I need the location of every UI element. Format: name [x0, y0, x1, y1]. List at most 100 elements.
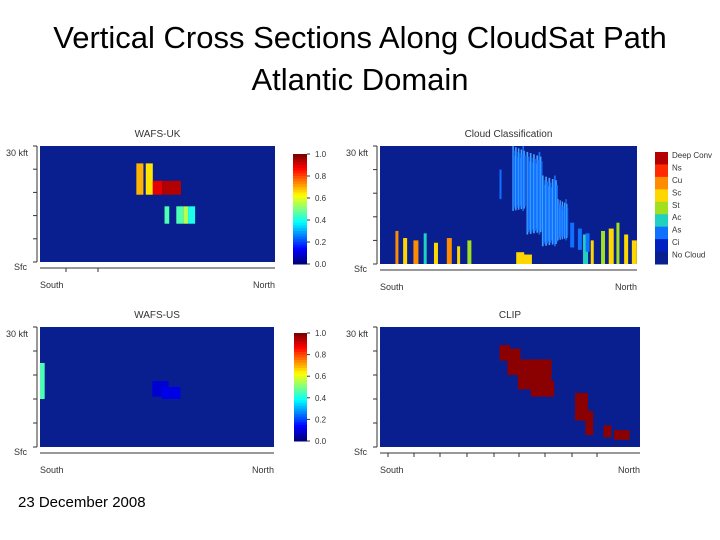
cloud-cell	[528, 161, 531, 230]
legend-label: Ac	[672, 213, 681, 222]
data-cell	[145, 163, 153, 195]
cloud-cell	[519, 157, 522, 205]
colorbar-label: 1.0	[315, 329, 327, 338]
colorbar-label: 0.6	[315, 194, 327, 203]
y-top-label: 30 kft	[346, 329, 369, 339]
cloud-cell	[539, 156, 542, 233]
colorbar-step	[293, 167, 307, 171]
cloud-cell	[558, 203, 560, 239]
colorbar-step	[293, 206, 307, 210]
cloud-cell	[518, 153, 521, 208]
colorbar-step	[293, 225, 307, 229]
cloud-cell	[583, 234, 589, 264]
colorbar-step	[293, 181, 307, 185]
colorbar-step	[293, 236, 307, 240]
legend-swatch	[655, 239, 668, 253]
colorbar-step	[294, 384, 307, 388]
cloud-cell	[549, 182, 552, 243]
data-cell	[614, 430, 630, 440]
colorbar-step	[293, 261, 307, 265]
colorbar-step	[293, 198, 307, 202]
cloud-cell	[547, 186, 550, 241]
cloud-cell	[516, 156, 519, 206]
chart-panel-3: WAFS-US 30 kft Sfc South North 1.0 0.8 0.6 0.4 0.…	[6, 310, 327, 475]
colorbar-step	[293, 228, 307, 232]
legend-label: Cu	[672, 176, 682, 185]
colorbar-step	[294, 365, 307, 369]
slide-title: Vertical Cross Sections Along CloudSat P…	[53, 20, 667, 55]
colorbar-step	[294, 335, 307, 339]
colorbar-label: 0.8	[315, 351, 327, 360]
colorbar-step	[294, 395, 307, 399]
colorbar-step	[294, 333, 307, 337]
cloud-cell	[565, 199, 567, 241]
colorbar-step	[293, 250, 307, 254]
data-cell	[585, 411, 594, 435]
cloud-cell	[545, 176, 547, 246]
legend-swatch	[655, 176, 668, 190]
cloud-cell	[562, 206, 564, 237]
colorbar-step	[294, 373, 307, 377]
cloud-cell	[531, 162, 534, 230]
colorbar-step	[294, 392, 307, 396]
data-cell	[152, 180, 163, 195]
legend-swatch	[655, 251, 668, 265]
colorbar-step	[294, 376, 307, 380]
chart-title: CLIP	[499, 310, 522, 321]
chart-panel-1: WAFS-UK 30 kft Sfc South North 1.0 0.8 0.6 0.4 0.…	[6, 129, 327, 290]
colorbar-step	[293, 195, 307, 199]
plot-area	[40, 146, 275, 262]
colorbar-step	[294, 427, 307, 431]
x-left-label: South	[40, 465, 64, 475]
chart-panel-4: CLIP 30 kft Sfc South North	[346, 310, 640, 475]
colorbar-step	[293, 214, 307, 218]
cloud-cell	[457, 246, 461, 264]
plot-area	[380, 146, 637, 264]
y-top-label: 30 kft	[346, 148, 369, 158]
colorbar-step	[293, 184, 307, 188]
data-cell	[188, 206, 196, 224]
y-bottom-label: Sfc	[354, 447, 368, 457]
cloud-cell	[526, 151, 529, 235]
colorbar-label: 0.6	[315, 372, 327, 381]
cloud-cell	[563, 210, 565, 235]
colorbar-step	[294, 338, 307, 342]
colorbar-step	[294, 408, 307, 412]
colorbar-step	[294, 362, 307, 366]
colorbar-step	[293, 217, 307, 221]
chart-panel-2: Cloud Classification 30 kft Sfc South North D…	[346, 129, 712, 292]
colorbar-step	[294, 400, 307, 404]
cloud-cell	[513, 150, 515, 209]
cloud-cell	[555, 180, 557, 244]
colorbar-label: 0.0	[315, 437, 327, 446]
legend-swatch	[655, 201, 668, 215]
cloud-cell	[536, 155, 539, 233]
colorbar-label: 0.0	[315, 260, 327, 269]
colorbar-step	[293, 178, 307, 182]
y-top-label: 30 kft	[6, 148, 29, 158]
y-bottom-label: Sfc	[14, 262, 28, 272]
cloud-cell	[446, 238, 452, 264]
cloud-cell	[546, 181, 549, 244]
cloud-cell	[585, 233, 590, 252]
chart-title: WAFS-UK	[135, 129, 181, 140]
x-right-label: North	[615, 282, 637, 292]
cloud-cell	[512, 146, 514, 211]
colorbar-step	[293, 209, 307, 213]
colorbar-step	[293, 162, 307, 166]
y-bottom-label: Sfc	[354, 264, 368, 274]
cloud-cell	[608, 228, 614, 264]
cloud-cell	[529, 153, 532, 234]
colorbar-step	[293, 159, 307, 163]
cloud-cell	[556, 184, 558, 242]
legend-swatch	[655, 189, 668, 203]
cloud-cell	[541, 175, 544, 247]
cloud-cell	[561, 201, 564, 240]
x-left-label: South	[40, 280, 64, 290]
cloud-cell	[516, 151, 518, 208]
cloud-cell	[523, 254, 532, 264]
cloud-cell	[590, 240, 594, 264]
slide-subtitle: Atlantic Domain	[251, 62, 469, 97]
colorbar-step	[293, 255, 307, 259]
